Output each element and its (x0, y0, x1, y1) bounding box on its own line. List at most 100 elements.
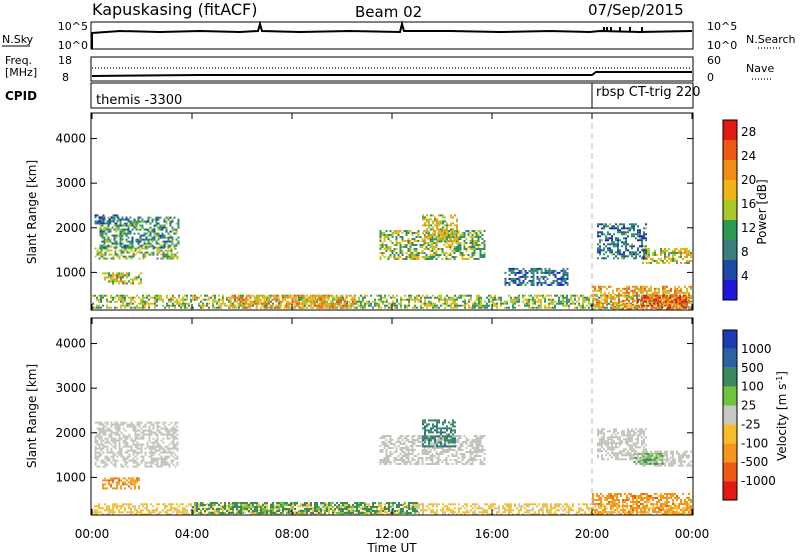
velocity-cell (176, 421, 179, 424)
power-cell (239, 302, 242, 305)
power-cell (391, 234, 394, 236)
velocity-cell (156, 429, 159, 432)
power-cell (566, 294, 568, 297)
velocity-cell (126, 483, 128, 486)
velocity-cell (246, 509, 248, 512)
power-cell (464, 298, 466, 301)
power-cell (436, 226, 438, 229)
velocity-cell (132, 479, 134, 482)
power-cell (544, 304, 546, 307)
power-cell (345, 296, 348, 299)
power-cell (100, 216, 103, 219)
power-cell (421, 252, 424, 254)
power-cell (678, 291, 680, 294)
power-cell (452, 230, 454, 233)
power-cell (331, 304, 334, 307)
power-cell (202, 306, 204, 309)
velocity-cell (454, 503, 456, 506)
velocity-cell (494, 503, 496, 506)
velocity-cell (208, 513, 210, 516)
power-cell (474, 304, 476, 307)
velocity-cell (160, 439, 163, 442)
power-cell (442, 214, 444, 217)
power-cell (639, 229, 641, 232)
power-cell (141, 238, 144, 241)
power-cell (385, 250, 388, 252)
power-cell (392, 294, 394, 297)
power-cell (454, 306, 456, 309)
velocity-cell (136, 423, 139, 426)
power-cell (482, 304, 484, 307)
power-cell (436, 306, 438, 309)
velocity-cell (114, 487, 116, 490)
velocity-cell (160, 431, 163, 434)
power-cell (108, 280, 110, 283)
power-cell (130, 257, 133, 260)
power-cell (452, 302, 454, 305)
power-cell (623, 223, 625, 226)
power-cell (341, 294, 344, 297)
power-cell (241, 304, 244, 307)
velocity-cell (138, 505, 140, 508)
velocity-cell (176, 443, 179, 446)
power-cell (621, 241, 623, 244)
power-cell (544, 267, 547, 270)
velocity-cell (368, 511, 370, 514)
power-cell (512, 277, 515, 280)
power-cell (123, 232, 126, 235)
power-cell (588, 300, 590, 303)
power-cell (98, 294, 100, 297)
power-cell (165, 216, 168, 219)
power-cell (434, 234, 436, 237)
velocity-cell (158, 513, 160, 516)
power-cell (173, 228, 176, 231)
power-cell (136, 294, 138, 297)
power-cell (176, 302, 178, 305)
power-cell (584, 300, 586, 303)
power-cell (453, 256, 456, 258)
power-cell (389, 234, 392, 236)
velocity-cell (470, 509, 472, 512)
power-cell (560, 269, 563, 272)
power-cell (222, 298, 224, 301)
velocity-cell (476, 503, 478, 506)
velocity-cell (114, 477, 116, 480)
power-cell (395, 238, 398, 240)
power-cell (114, 253, 117, 256)
power-cell (381, 242, 384, 244)
velocity-cell (110, 447, 113, 450)
power-cell (688, 249, 690, 252)
velocity-cell (136, 451, 139, 454)
velocity-cell (154, 457, 157, 460)
power-cell (119, 220, 122, 223)
power-cell (450, 306, 452, 309)
velocity-cell (430, 503, 432, 506)
power-cell (637, 306, 639, 309)
power-cell (113, 242, 116, 245)
power-cell (431, 258, 434, 260)
power-cell (140, 278, 142, 281)
power-cell (552, 306, 554, 309)
velocity-cell (132, 483, 134, 486)
velocity-cell (332, 513, 334, 516)
velocity-cell (138, 429, 141, 432)
power-cell (494, 302, 496, 305)
velocity-cell (184, 509, 186, 512)
power-cell (672, 259, 674, 262)
power-cell (143, 240, 146, 243)
power-cell (102, 257, 105, 260)
power-cell (540, 267, 543, 270)
power-cell (124, 280, 126, 283)
velocity-cell (104, 461, 107, 464)
power-cell (120, 253, 123, 256)
power-cell (107, 230, 110, 233)
power-cell (415, 236, 418, 238)
power-cell (632, 293, 634, 296)
velocity-cell (106, 429, 109, 432)
power-cell (381, 234, 384, 236)
power-cell (686, 289, 688, 292)
velocity-cell (382, 507, 384, 510)
power-cell (415, 248, 418, 250)
power-cell (425, 232, 428, 234)
power-cell (135, 226, 138, 229)
